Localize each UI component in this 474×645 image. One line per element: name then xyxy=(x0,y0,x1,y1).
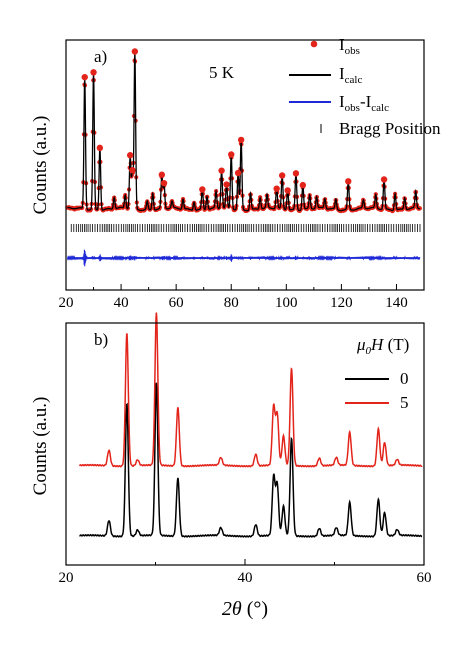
x-tick-label: 40 xyxy=(238,570,253,586)
obs-peak-point xyxy=(158,171,166,178)
calc-line xyxy=(67,51,420,212)
panel-b-x-axis-label: 2θ (°) xyxy=(222,598,268,620)
diff-line xyxy=(66,249,421,267)
bragg-positions xyxy=(70,224,421,232)
panel-a-plot-area xyxy=(65,48,422,267)
obs-peak-point xyxy=(237,136,245,144)
obs-peak-point xyxy=(284,187,291,194)
panel-a: 20 40 60 80 100 120 140 a) 5 K Counts (a.u.) I… xyxy=(30,35,441,311)
obs-peak-point xyxy=(278,172,286,179)
panel-b-x-ticks: 20 40 60 xyxy=(59,559,432,586)
obs-peak-point xyxy=(126,152,134,159)
legend-obs-label: Iobs xyxy=(339,35,360,57)
panel-b-y-axis-label: Counts (a.u.) xyxy=(30,397,51,496)
obs-peak-point xyxy=(90,69,97,76)
legend-calc-label: Icalc xyxy=(339,64,362,86)
obs-peak-point xyxy=(96,144,104,152)
panel-a-label: a) xyxy=(94,47,107,66)
obs-peak-point xyxy=(81,73,88,81)
obs-peak-point xyxy=(129,167,136,174)
x-tick-label: 20 xyxy=(59,570,74,586)
obs-peak-point xyxy=(292,170,300,177)
legend-diff-label: Iobs-Icalc xyxy=(339,92,389,114)
panel-a-frame xyxy=(65,39,425,291)
obs-peak-point xyxy=(160,179,168,187)
x-tick-label: 100 xyxy=(275,295,298,311)
obs-peak-point xyxy=(223,181,230,188)
x-tick-label: 60 xyxy=(417,570,432,586)
obs-peak-point xyxy=(218,167,225,174)
panel-b-legend: μ0H (T) 0 5 xyxy=(345,335,409,412)
legend-series-0-label: 0 xyxy=(400,369,409,388)
x-tick-label: 140 xyxy=(385,295,408,311)
obs-peak-point xyxy=(228,151,235,158)
x-tick-label: 20 xyxy=(59,295,74,311)
legend-obs-marker xyxy=(310,40,318,48)
panel-b-plot-area xyxy=(78,312,423,538)
x-tick-label: 40 xyxy=(114,295,129,311)
x-tick-label: 120 xyxy=(330,295,353,311)
obs-peak-point xyxy=(273,185,280,192)
legend-bragg-label: Bragg Position xyxy=(339,119,441,138)
panel-b: 20 40 60 b) Counts (a.u.) 2θ (°) μ0H (T) 0… xyxy=(30,312,432,620)
obs-peak-point xyxy=(199,186,206,193)
obs-peak-point xyxy=(299,181,307,189)
obs-peak-point xyxy=(380,176,388,183)
x-tick-label: 60 xyxy=(169,295,184,311)
obs-peak-point xyxy=(234,169,242,177)
series-1-line xyxy=(78,312,423,468)
panel-b-frame xyxy=(65,322,425,566)
panel-b-label: b) xyxy=(94,330,108,349)
obs-peak-point xyxy=(345,178,352,185)
obs-peak-point xyxy=(131,48,139,55)
x-tick-label: 80 xyxy=(224,295,239,311)
panel-a-annotation: 5 K xyxy=(209,63,235,82)
panel-a-legend: Iobs Icalc Iobs-Icalc Bragg Position xyxy=(289,35,441,138)
panel-a-y-axis-label: Counts (a.u.) xyxy=(30,116,51,215)
series-0-line xyxy=(79,382,423,538)
panel-a-x-ticks: 20 40 60 80 100 120 140 xyxy=(59,284,425,311)
legend-series-1-label: 5 xyxy=(400,393,409,412)
legend-field-title: μ0H (T) xyxy=(356,335,409,357)
